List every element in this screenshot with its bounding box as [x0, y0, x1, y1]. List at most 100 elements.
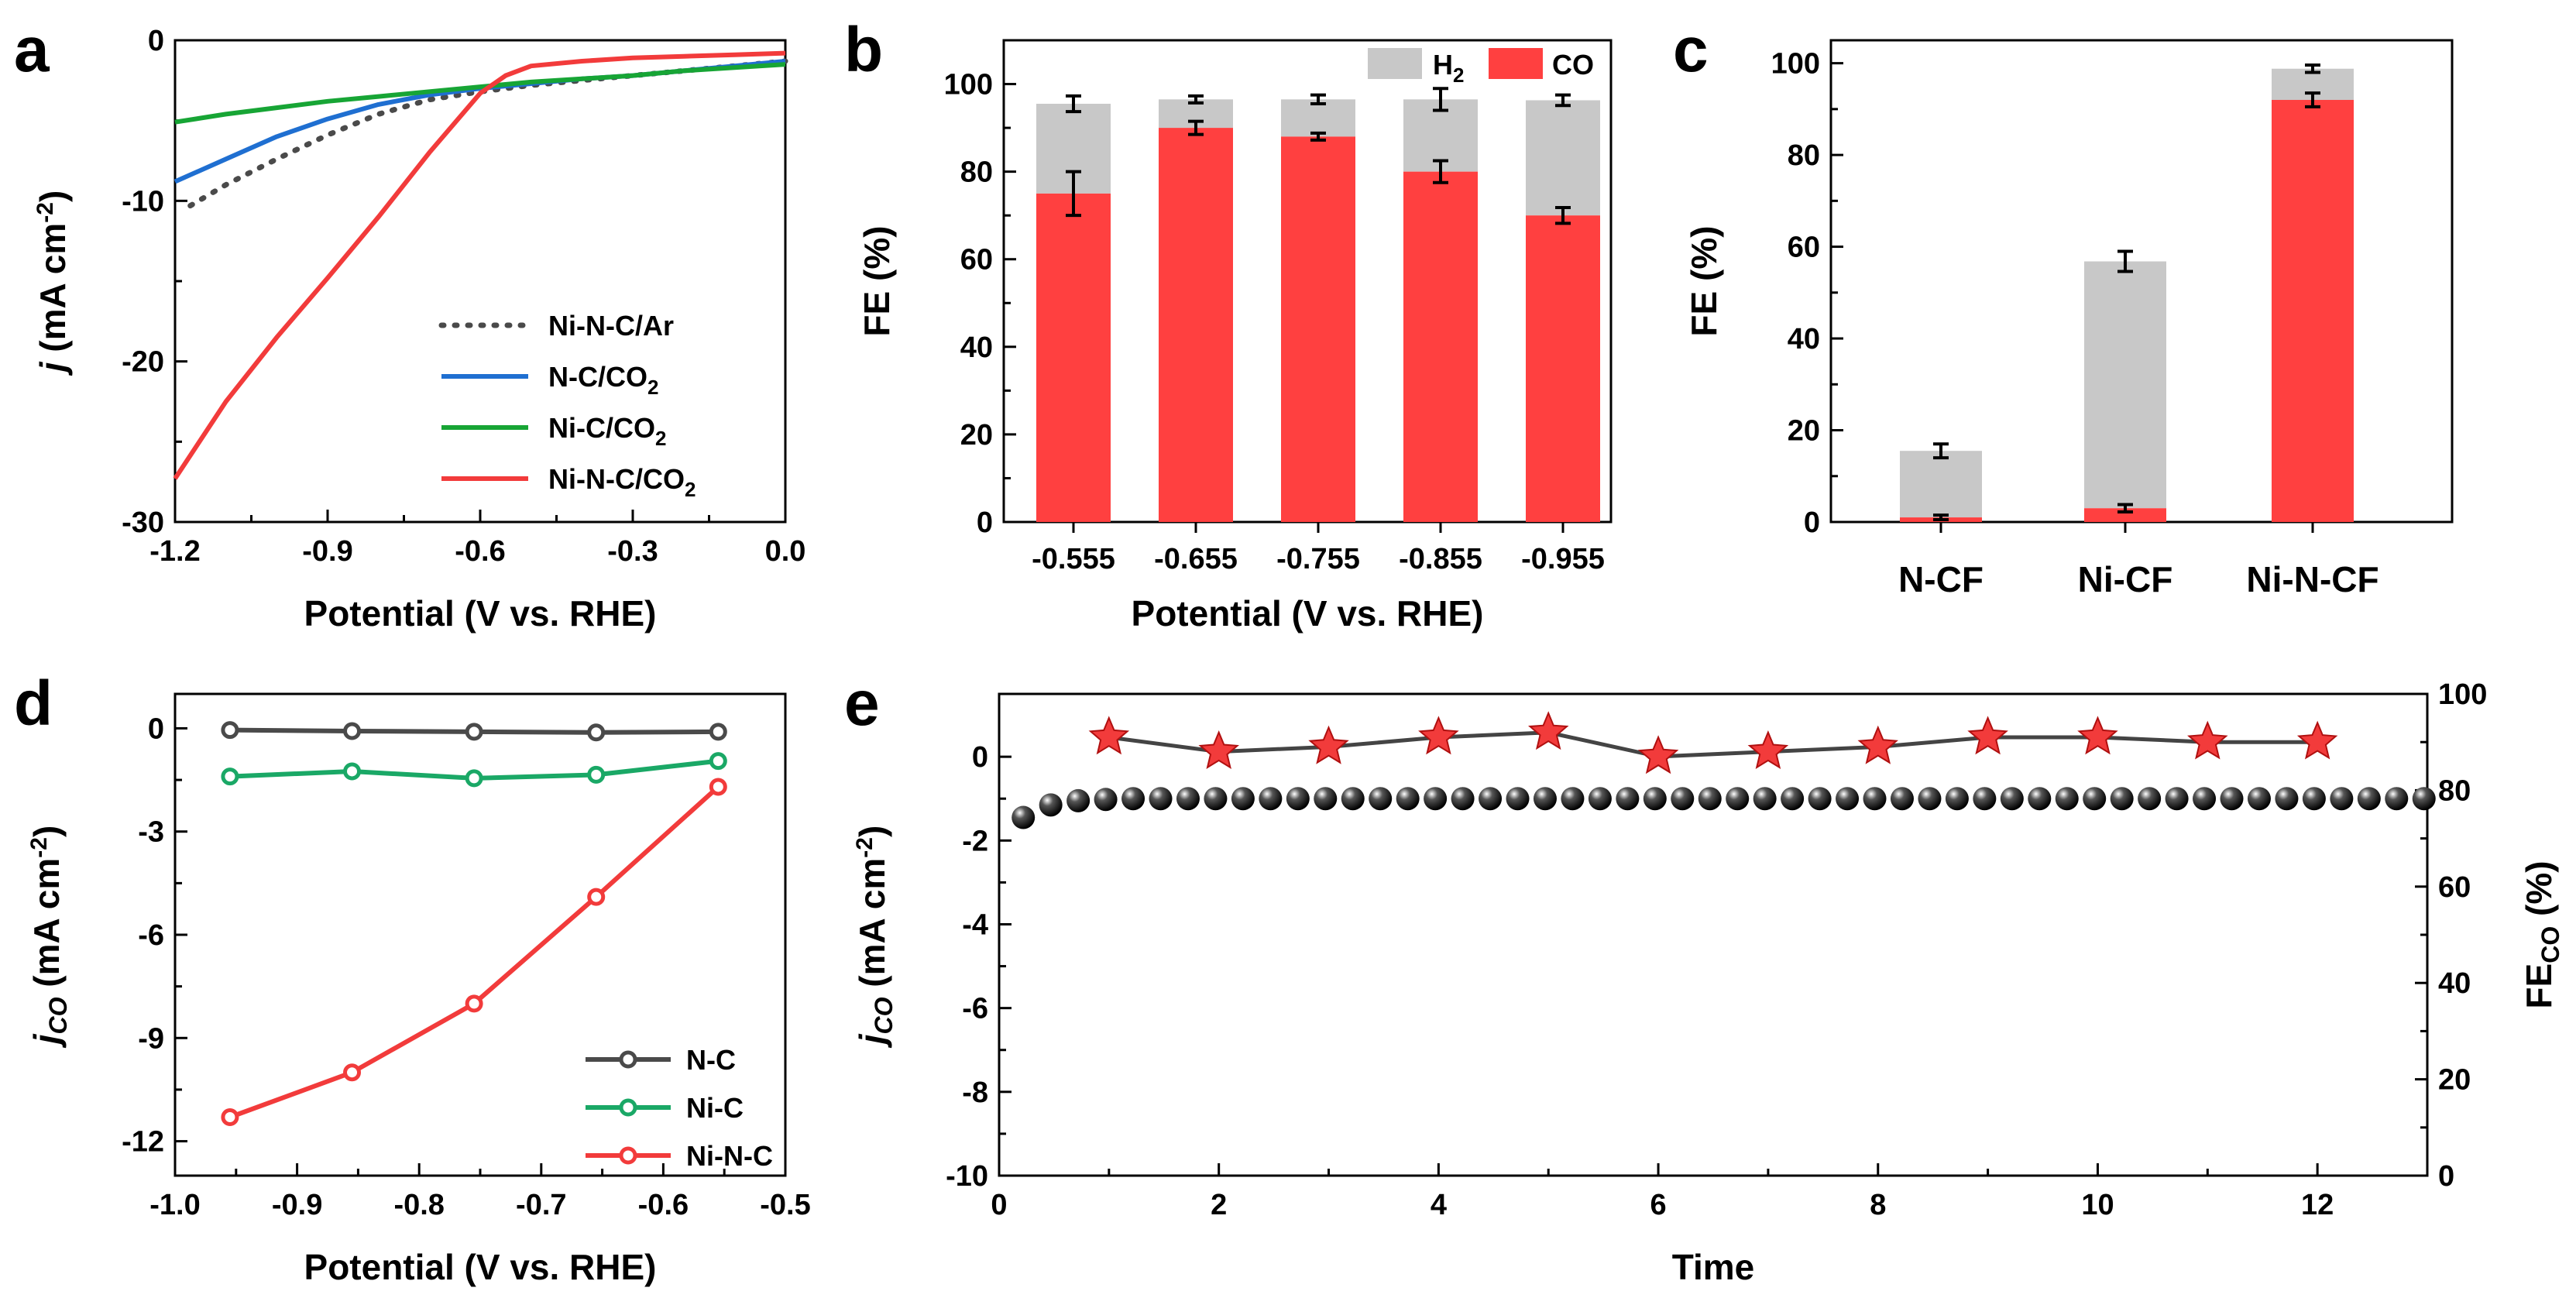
e-plot-frame: [998, 692, 2429, 1177]
e-y-axis-label: jCO (mA cm-2): [852, 826, 898, 1049]
e-jco-point: [1039, 793, 1063, 817]
ylabel-units: (mA cm: [26, 858, 67, 998]
d-x-axis-label: Potential (V vs. RHE): [304, 1247, 657, 1287]
d-y-axis-label: jCO (mA cm-2): [26, 826, 72, 1049]
d-series-ni-c-point: [465, 769, 483, 788]
c-x-tick-label: N-CF: [1898, 559, 1984, 599]
e-jco-point: [1424, 787, 1448, 811]
b-bar-h2: [1281, 99, 1355, 137]
e-fe-star-point: [1528, 711, 1569, 750]
e-jco-point: [1726, 787, 1750, 811]
e-fe-star-point: [1418, 716, 1459, 755]
e-jco-point: [2412, 787, 2436, 811]
e-jco-point: [2138, 787, 2162, 811]
d-y-tick-label: 0: [148, 713, 164, 745]
d-x-tick-label: -0.7: [516, 1189, 566, 1221]
b-x-tick-label: -0.955: [1521, 543, 1605, 575]
e-fe-star-point: [1308, 725, 1349, 764]
b-y-axis-label: FE (%): [857, 225, 897, 336]
e-jco-point: [2193, 787, 2217, 811]
d-series-ni-c-point: [587, 765, 606, 784]
e-jco-point: [1808, 787, 1832, 811]
d-series-n-c-point: [465, 723, 483, 741]
d-legend-marker: [619, 1098, 637, 1117]
panel-d-partial-current-plot: -1.0 -0.9 -0.8 -0.7 -0.6 -0.5 0 -3 -6 -9 -12 Potent…: [26, 692, 811, 1287]
e-fe-star-point: [1198, 730, 1239, 770]
e-jco-point: [1918, 787, 1942, 811]
d-series-ni-c-point: [709, 752, 727, 771]
b-x-axis-label: Potential (V vs. RHE): [1132, 593, 1484, 634]
e-y-tick-label: -2: [962, 825, 988, 857]
ylabel-close: ): [26, 826, 67, 837]
a-x-tick-label: -0.9: [302, 535, 352, 568]
b-y-tick-label: 100: [944, 69, 993, 101]
c-bar-h2: [1900, 451, 1982, 518]
e-fe-star-point: [1857, 725, 1898, 764]
e-y2-tick-label: 60: [2438, 871, 2471, 904]
e-jco-point: [1396, 787, 1420, 811]
e-jco-point: [1616, 787, 1640, 811]
d-series-n-c-point: [343, 722, 362, 740]
e-fe-star-point: [1967, 716, 2008, 755]
ylabel-subscript: CO: [44, 997, 72, 1034]
ylabel-units: (mA cm: [852, 858, 892, 998]
ylabel-superscript: -2: [852, 837, 878, 858]
legend-text: N-C/CO: [548, 361, 647, 393]
e-y2-tick-label: 80: [2438, 774, 2471, 807]
panel-e-stability-plot: 0 2 4 6 8 10 120-2-4-6-8-10 020406080100TimejCO…: [852, 678, 2564, 1287]
panel-letter-c: c: [1673, 15, 1709, 85]
e-jco-point: [2028, 787, 2052, 811]
d-series-ni-c-point: [221, 767, 239, 786]
e-y-tick-label: -6: [962, 993, 988, 1025]
e-jco-point: [1781, 787, 1805, 811]
a-x-axis-label: Potential (V vs. RHE): [304, 593, 657, 634]
e-jco-point: [2220, 787, 2244, 811]
ylabel-subscript: CO: [870, 997, 898, 1034]
ylabel-superscript: -2: [33, 202, 58, 223]
b-x-tick-label: -0.755: [1276, 543, 1360, 575]
e-y2-axis-label: FECO (%): [2519, 860, 2564, 1008]
b-x-tick-label: -0.655: [1154, 543, 1238, 575]
e-fe-star-point: [2077, 716, 2118, 755]
e-jco-point: [1671, 787, 1695, 811]
c-bar-co: [2084, 508, 2166, 522]
e-x-tick-label: 10: [2081, 1189, 2114, 1221]
a-series-ni-n-c-co2: [173, 50, 786, 480]
c-y-tick-label: 20: [1788, 415, 1820, 448]
y2label-fe: FE: [2519, 963, 2559, 1009]
y2label-units: (%): [2519, 860, 2559, 925]
a-legend-label: Ni-N-C/Ar: [548, 310, 674, 342]
e-jco-point: [1012, 805, 1036, 829]
e-y2-tick-label: 40: [2438, 967, 2471, 1000]
a-x-tick-label: -0.3: [607, 535, 658, 568]
c-y-tick-label: 0: [1804, 506, 1820, 539]
d-y-tick-label: -3: [138, 816, 164, 849]
d-series-ni-c-point: [343, 762, 362, 781]
e-jco-point: [1204, 787, 1228, 811]
e-fe-star-point: [1088, 716, 1130, 755]
b-legend-co-swatch: [1489, 48, 1543, 79]
d-series-ni-n-c-point: [221, 1107, 239, 1126]
d-legend-marker: [619, 1050, 637, 1069]
a-legend-label: Ni-N-C/CO2: [548, 463, 696, 501]
c-x-tick-label: Ni-N-CF: [2246, 559, 2379, 599]
e-x-tick-label: 2: [1211, 1189, 1227, 1221]
d-series-ni-n-c-point: [709, 778, 727, 796]
c-bar-h2: [2084, 261, 2166, 509]
e-jco-point: [1314, 787, 1338, 811]
b-y-tick-label: 0: [977, 506, 993, 539]
legend-subscript: 2: [647, 376, 658, 399]
d-x-tick-label: -0.5: [760, 1189, 810, 1221]
legend-text: Ni-N-C/CO: [548, 463, 685, 495]
panel-b-faradaic-efficiency-bars: 0 20 40 60 80 100 -0.555 -0.655 -0.755 -0.855 -0.9…: [857, 39, 1613, 634]
e-y2-tick-label: 0: [2438, 1160, 2454, 1193]
e-jco-point: [2302, 787, 2326, 811]
b-x-tick-label: -0.855: [1399, 543, 1482, 575]
e-fe-star-point: [2296, 720, 2338, 760]
ylabel-j: j: [852, 1033, 892, 1048]
e-jco-point: [1753, 787, 1777, 811]
b-bar-co: [1281, 136, 1355, 522]
e-x-tick-label: 6: [1650, 1189, 1667, 1221]
c-y-tick-label: 100: [1771, 48, 1820, 81]
e-jco-point: [1121, 787, 1145, 811]
